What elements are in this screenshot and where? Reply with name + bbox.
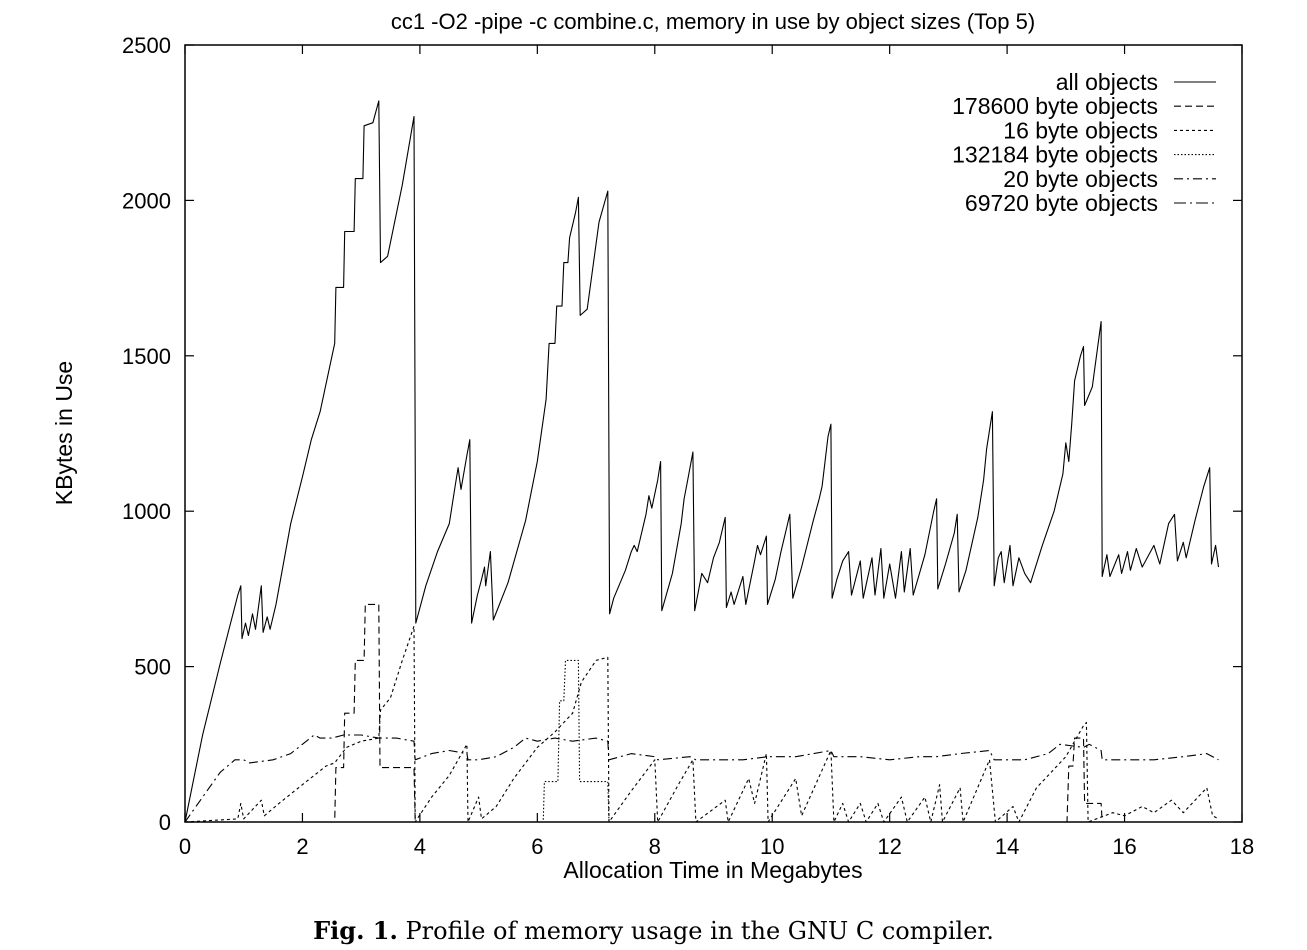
series-line-4 xyxy=(184,734,1219,823)
x-tick-label: 14 xyxy=(995,834,1019,859)
y-tick-label: 500 xyxy=(134,655,171,680)
series-line-1 xyxy=(185,603,1219,823)
y-tick-label: 2000 xyxy=(122,188,171,213)
series-line-2 xyxy=(184,625,1219,823)
legend-label-5: 69720 byte objects xyxy=(965,190,1158,216)
x-tick-label: 8 xyxy=(649,834,661,859)
legend-label-3: 132184 byte objects xyxy=(952,142,1158,168)
legend-label-0: all objects xyxy=(1056,69,1158,95)
series-lines xyxy=(184,100,1220,823)
y-tick-label: 1500 xyxy=(122,344,171,369)
y-axis-label: KBytes in Use xyxy=(51,361,77,505)
x-axis-label: Allocation Time in Megabytes xyxy=(563,857,862,883)
caption-label: Fig. 1. xyxy=(313,916,398,945)
x-tick-label: 6 xyxy=(531,834,543,859)
y-tick-label: 2500 xyxy=(122,33,171,58)
x-tick-label: 4 xyxy=(414,834,426,859)
x-tick-label: 0 xyxy=(179,834,191,859)
series-line-3 xyxy=(185,659,1219,823)
y-axis: 0 500 1000 1500 2000 2500 xyxy=(122,33,1242,835)
y-tick-label: 1000 xyxy=(122,499,171,524)
x-tick-label: 2 xyxy=(296,834,308,859)
x-tick-label: 12 xyxy=(877,834,901,859)
y-tick-label: 0 xyxy=(159,810,171,835)
x-tick-label: 18 xyxy=(1230,834,1254,859)
legend-label-2: 16 byte objects xyxy=(1003,117,1158,143)
x-axis: 0 2 4 6 8 10 12 14 16 18 xyxy=(179,45,1254,859)
memory-usage-chart: 0 2 4 6 8 10 12 14 16 18 0 500 1000 1500 2000 2500 all… xyxy=(51,9,1254,883)
series-line-0 xyxy=(184,100,1220,823)
caption-text: Profile of memory usage in the GNU C com… xyxy=(397,917,994,945)
figure-caption: Fig. 1. Profile of memory usage in the G… xyxy=(0,916,1307,945)
legend-label-4: 20 byte objects xyxy=(1003,166,1158,192)
legend-label-1: 178600 byte objects xyxy=(952,93,1158,119)
x-tick-label: 10 xyxy=(760,834,784,859)
x-tick-label: 16 xyxy=(1112,834,1136,859)
chart-title: cc1 -O2 -pipe -c combine.c, memory in us… xyxy=(391,9,1035,34)
